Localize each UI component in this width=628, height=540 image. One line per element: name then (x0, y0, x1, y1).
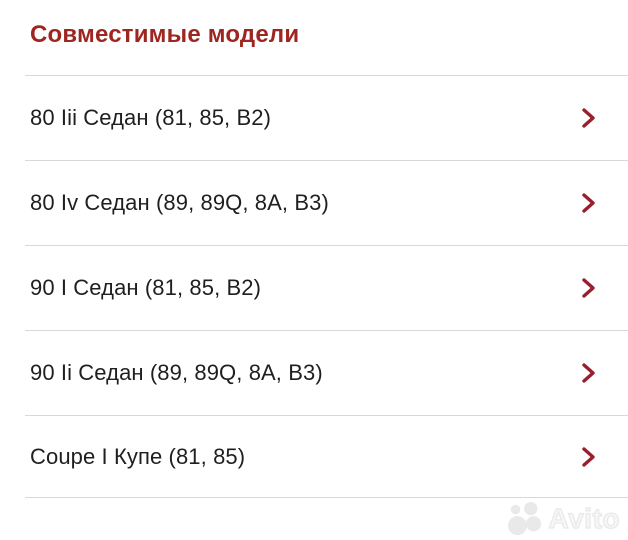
compatible-models-list: 80 Iii Седан (81, 85, B2) 80 Iv Седан (8… (0, 75, 628, 497)
chevron-right-icon (578, 190, 598, 216)
chevron-right-icon (578, 275, 598, 301)
model-list-item[interactable]: 80 Iii Седан (81, 85, B2) (25, 75, 628, 160)
chevron-right-icon (578, 105, 598, 131)
model-label: 80 Iii Седан (81, 85, B2) (30, 105, 272, 130)
model-label: 80 Iv Седан (89, 89Q, 8A, B3) (30, 190, 329, 215)
chevron-right-icon (578, 444, 598, 470)
avito-logo-icon (507, 501, 541, 536)
model-list-item[interactable]: 80 Iv Седан (89, 89Q, 8A, B3) (25, 160, 628, 245)
page-title: Совместимые модели (30, 21, 300, 48)
section-header: Совместимые модели (0, 0, 628, 75)
avito-watermark-label: Avito (548, 502, 620, 534)
chevron-right-icon (578, 360, 598, 386)
model-label: Coupe I Купе (81, 85) (30, 443, 246, 469)
bottom-divider (25, 497, 628, 498)
model-list-item[interactable]: 90 I Седан (81, 85, B2) (25, 245, 628, 330)
model-list-item[interactable]: Coupe I Купе (81, 85) (25, 415, 628, 497)
model-label: 90 I Седан (81, 85, B2) (30, 275, 262, 300)
model-label: 90 Ii Седан (89, 89Q, 8A, B3) (30, 360, 323, 385)
model-list-item[interactable]: 90 Ii Седан (89, 89Q, 8A, B3) (25, 330, 628, 415)
avito-watermark: Avito (507, 501, 620, 537)
